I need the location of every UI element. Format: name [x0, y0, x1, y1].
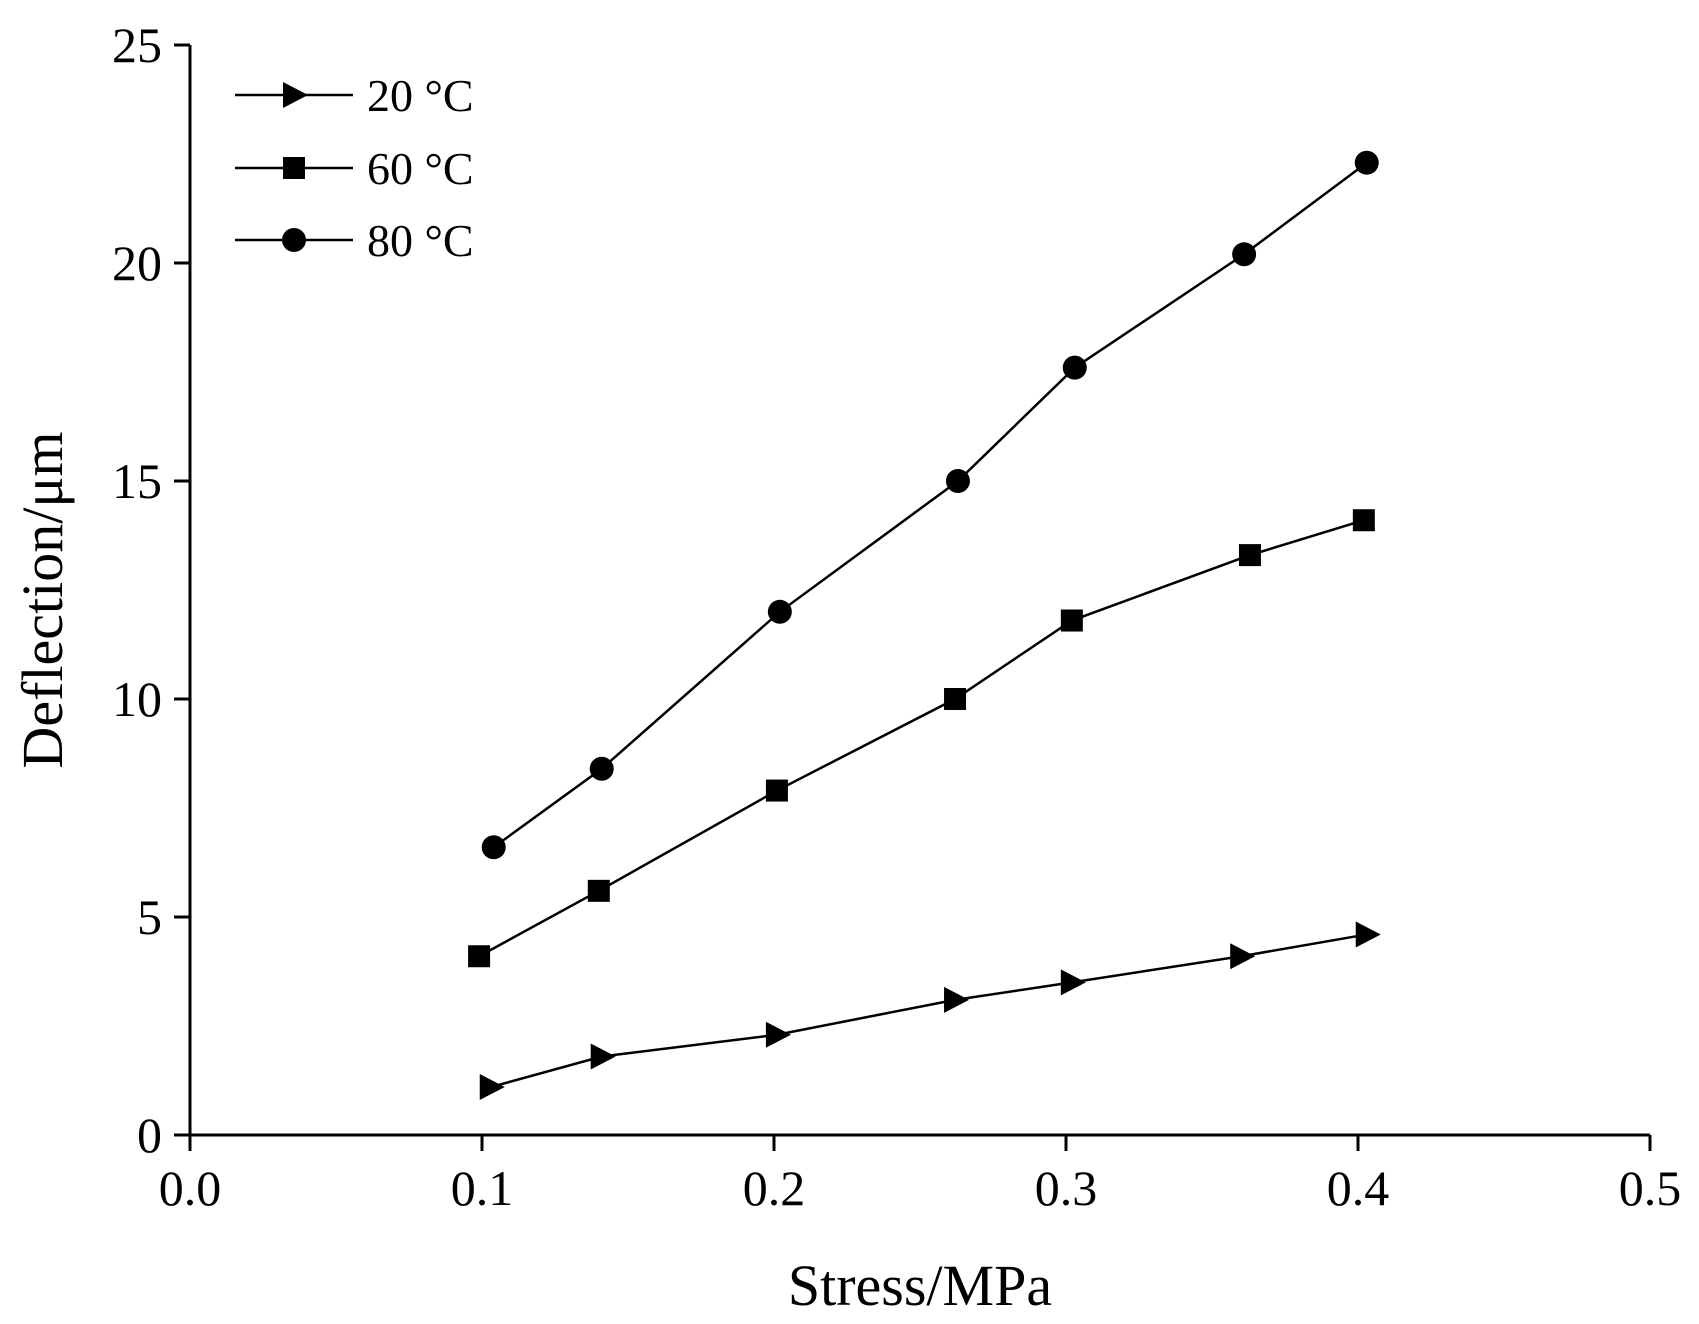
data-point: [765, 1021, 791, 1048]
data-point: [944, 688, 967, 710]
data-point: [481, 835, 506, 860]
data-point: [1354, 150, 1379, 175]
series-20c: [479, 921, 1381, 1101]
data-point: [1230, 943, 1256, 970]
data-point: [767, 599, 792, 624]
data-point: [479, 1074, 505, 1101]
axes: 0.0 0.1 0.2 0.3 0.4 0.5 0 5 10 15 20 25: [112, 17, 1681, 1216]
data-point: [587, 879, 610, 902]
y-tick-label: 25: [112, 17, 162, 73]
data-point: [1060, 609, 1083, 632]
legend-marker: [283, 157, 305, 179]
y-tick-label: 20: [112, 235, 162, 291]
x-tick-label: 0.5: [1619, 1160, 1682, 1216]
data-point: [1062, 355, 1087, 380]
data-point: [1232, 242, 1257, 267]
x-tick-label: 0.2: [743, 1160, 806, 1216]
series-60c: [468, 509, 1375, 968]
data-point: [765, 779, 788, 802]
series-layer: [468, 150, 1381, 1101]
legend-label: 20 °C: [367, 70, 474, 121]
data-point: [1060, 969, 1086, 996]
y-axis-title: Deflection/μm: [10, 431, 75, 768]
legend-label: 80 °C: [367, 215, 474, 266]
legend-item: 80 °C: [235, 215, 474, 266]
x-tick-label: 0.0: [159, 1160, 222, 1216]
legend-marker: [283, 82, 308, 108]
series-80c: [481, 150, 1379, 860]
legend-label: 60 °C: [367, 143, 474, 194]
data-point: [589, 756, 614, 781]
y-tick-label: 10: [112, 671, 162, 727]
legend-marker: [282, 228, 306, 252]
x-axis-title: Stress/MPa: [788, 1253, 1052, 1318]
data-point: [590, 1043, 616, 1070]
legend-item: 60 °C: [235, 143, 474, 194]
data-point: [468, 945, 491, 968]
data-point: [1238, 544, 1261, 567]
series-line: [478, 519, 1365, 958]
x-tick-label: 0.4: [1327, 1160, 1390, 1216]
data-point: [1355, 921, 1381, 948]
x-tick-label: 0.1: [451, 1160, 514, 1216]
data-point: [1352, 509, 1375, 532]
x-tick-label: 0.3: [1035, 1160, 1098, 1216]
legend-item: 20 °C: [235, 70, 474, 121]
legend: 20 °C 60 °C 80 °C: [235, 70, 474, 266]
data-point: [945, 469, 970, 493]
y-tick-label: 0: [137, 1107, 162, 1163]
data-point: [944, 986, 970, 1013]
series-line: [492, 161, 1368, 849]
y-tick-label: 15: [112, 453, 162, 509]
y-tick-label: 5: [137, 889, 162, 945]
